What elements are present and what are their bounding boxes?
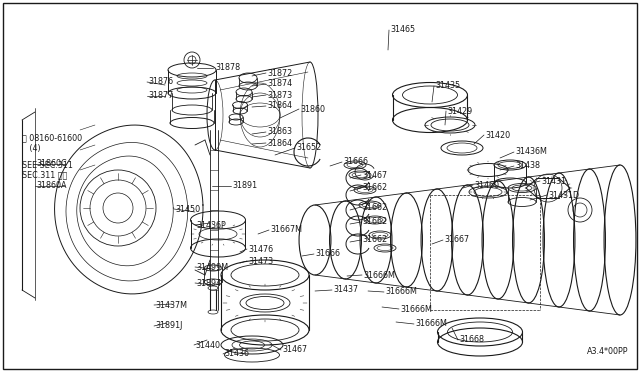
Text: 31460: 31460 — [474, 180, 499, 189]
Text: 31420: 31420 — [485, 131, 510, 140]
Text: 31666M: 31666M — [400, 305, 432, 314]
Text: 31431: 31431 — [541, 176, 566, 186]
Text: 31429: 31429 — [447, 106, 472, 115]
Text: 31874: 31874 — [267, 80, 292, 89]
Text: 31666: 31666 — [315, 250, 340, 259]
Text: 31666M: 31666M — [415, 320, 447, 328]
Text: 31436M: 31436M — [515, 148, 547, 157]
Text: 31438: 31438 — [515, 161, 540, 170]
Text: 31662: 31662 — [362, 183, 387, 192]
Text: 31467: 31467 — [362, 170, 387, 180]
Text: 31476: 31476 — [248, 244, 273, 253]
Text: 31872: 31872 — [267, 68, 292, 77]
Text: 31473: 31473 — [248, 257, 273, 266]
Text: 31891J: 31891J — [155, 321, 182, 330]
Text: 31891: 31891 — [232, 182, 257, 190]
Text: 31667M: 31667M — [270, 225, 302, 234]
Text: 31431D: 31431D — [548, 190, 579, 199]
Text: 31894: 31894 — [196, 279, 221, 288]
Text: 31662: 31662 — [362, 218, 387, 227]
Text: 31666M: 31666M — [385, 288, 417, 296]
Text: 31860A: 31860A — [36, 182, 67, 190]
Text: 31662: 31662 — [362, 235, 387, 244]
Text: SEE SEC.311: SEE SEC.311 — [22, 160, 73, 170]
Text: 31876: 31876 — [148, 77, 173, 87]
Text: 31465: 31465 — [390, 26, 415, 35]
Text: 31662: 31662 — [362, 202, 387, 212]
Text: 31863: 31863 — [267, 128, 292, 137]
Text: 31436P: 31436P — [196, 221, 226, 230]
Text: A3.4*00PP: A3.4*00PP — [586, 347, 628, 356]
Text: 31666: 31666 — [343, 157, 368, 167]
Text: (4): (4) — [22, 144, 40, 153]
Text: SEC.311 参照: SEC.311 参照 — [22, 170, 67, 180]
Text: Ⓑ 08160-61600: Ⓑ 08160-61600 — [22, 134, 82, 142]
Text: 31860: 31860 — [300, 105, 325, 113]
Text: 31499M: 31499M — [196, 263, 228, 272]
Text: 31437M: 31437M — [155, 301, 187, 310]
Text: 31440: 31440 — [195, 340, 220, 350]
Text: 31666M: 31666M — [363, 270, 395, 279]
Text: 31864: 31864 — [267, 102, 292, 110]
Text: 31668: 31668 — [459, 336, 484, 344]
Text: 31437: 31437 — [333, 285, 358, 295]
Text: 31450: 31450 — [175, 205, 200, 214]
Text: 31467: 31467 — [282, 346, 307, 355]
Text: 31877: 31877 — [148, 92, 173, 100]
Text: 31864: 31864 — [267, 138, 292, 148]
Text: 31436: 31436 — [224, 350, 249, 359]
Text: 31652: 31652 — [296, 144, 321, 153]
Text: 31878: 31878 — [215, 64, 240, 73]
Text: 31435: 31435 — [435, 81, 460, 90]
Text: 31873: 31873 — [267, 90, 292, 99]
Text: 31667: 31667 — [444, 235, 469, 244]
Text: 31860C: 31860C — [36, 160, 67, 169]
